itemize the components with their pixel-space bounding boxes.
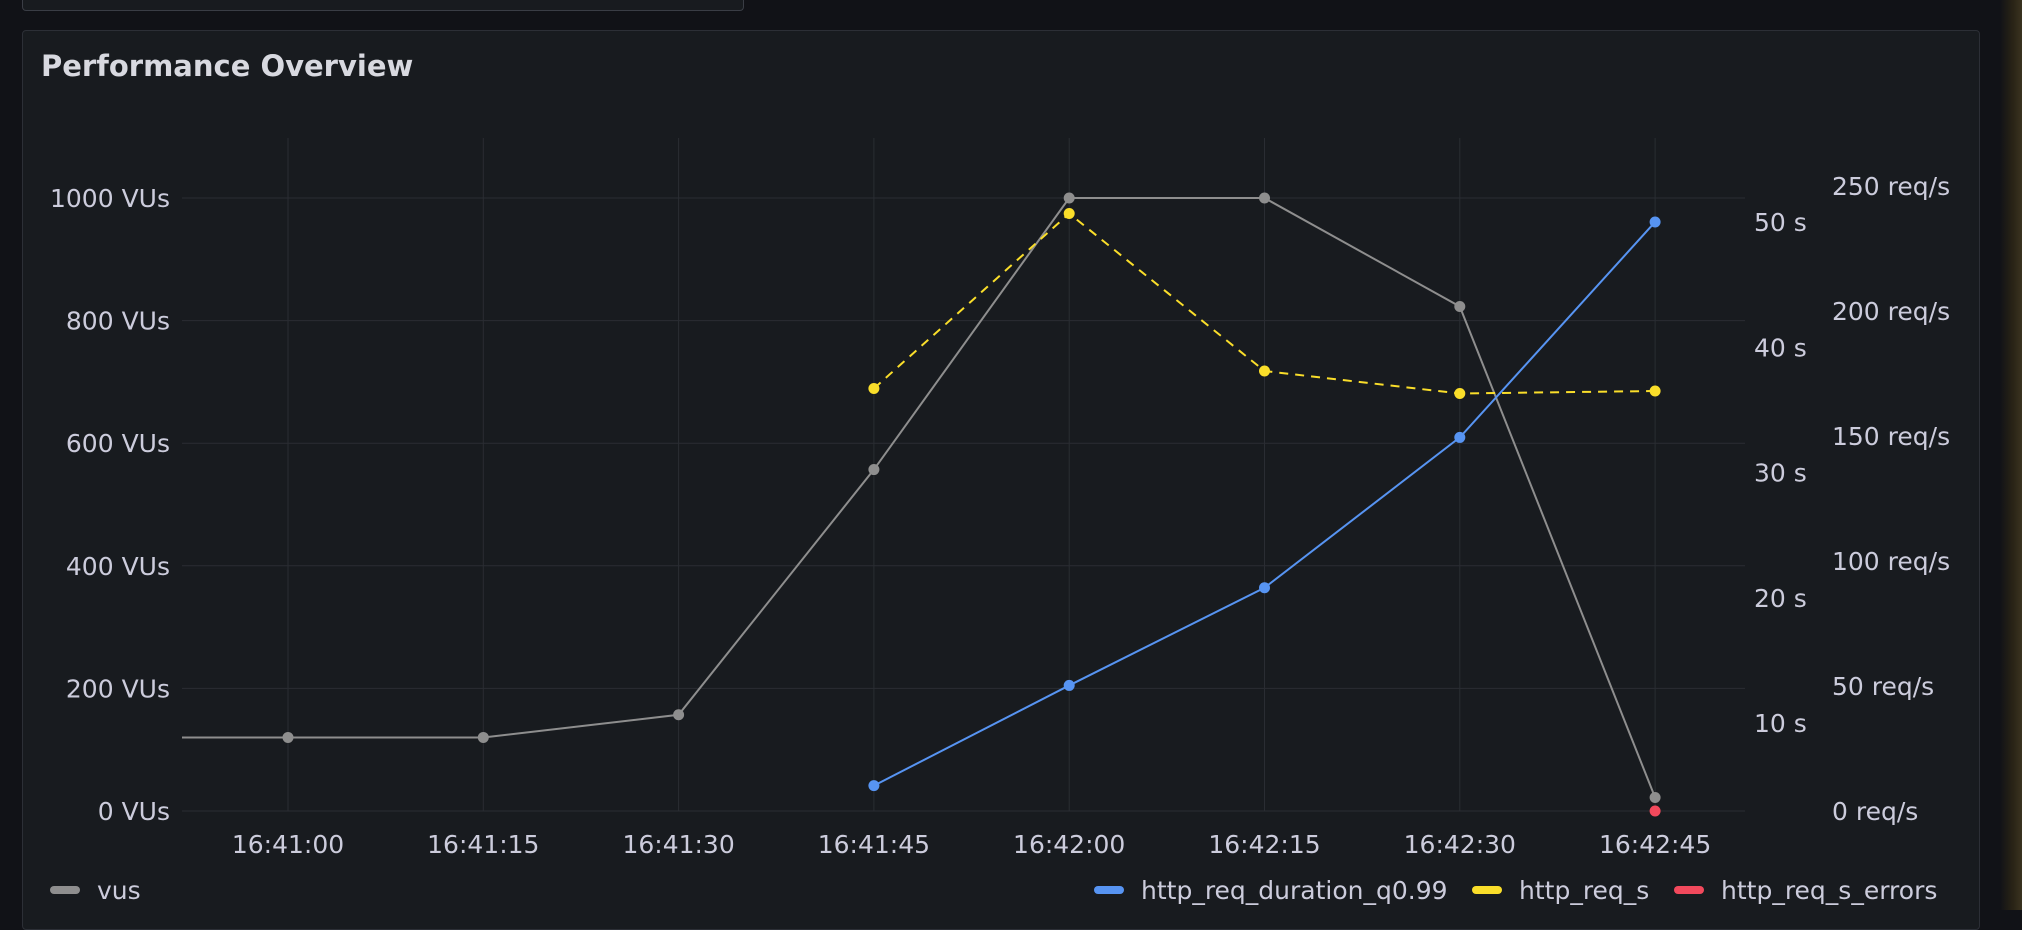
data-point-http-req-s [868, 383, 880, 394]
data-point-http-req-s [1649, 385, 1661, 397]
x-axis-tick-label: 16:41:30 [622, 830, 734, 859]
series-line-vus [182, 197, 1657, 798]
right-axis-reqs-tick-label: 0 req/s [1832, 797, 1918, 826]
data-point-vus [1649, 792, 1661, 804]
left-axis-tick-label: 400 VUs [66, 552, 170, 581]
data-point-vus [1063, 192, 1075, 204]
panel-title[interactable]: Performance Overview [41, 49, 414, 83]
data-point-http-req-s [1259, 365, 1270, 377]
data-point-vus [477, 731, 489, 743]
data-point-vus [673, 709, 685, 721]
legend-swatch [1094, 886, 1124, 894]
data-point-http-req-duration-q0-99 [1649, 216, 1661, 228]
legend-label: http_req_s [1519, 876, 1649, 905]
x-axis-tick-label: 16:41:00 [232, 830, 344, 859]
top-panel-stub [22, 0, 744, 11]
right-axis-reqs-tick-label: 150 req/s [1832, 422, 1950, 451]
performance-chart[interactable]: 0 VUs 200 VUs 400 VUs 600 VUs 800 VUs 1000 VU… [0, 0, 2000, 910]
legend-swatch [50, 886, 80, 894]
right-axis-seconds-tick-label: 30 s [1754, 459, 1807, 488]
data-point-http-req-duration-q0-99 [1454, 431, 1466, 443]
left-axis-tick-label: 200 VUs [66, 674, 170, 703]
right-axis-seconds-tick-label: 20 s [1754, 584, 1807, 613]
right-axis-seconds-tick-label: 10 s [1754, 709, 1807, 738]
legend-label: http_req_duration_q0.99 [1141, 876, 1448, 905]
legend-swatch [1674, 886, 1704, 894]
data-point-vus [282, 731, 294, 743]
data-point-vus [1454, 301, 1466, 313]
data-point-http-req-s [1454, 388, 1466, 399]
data-point-http-req-duration-q0-99 [868, 780, 880, 792]
data-point-http-req-s-errors [1649, 805, 1661, 817]
right-edge-strip [2000, 0, 2022, 910]
data-point-http-req-duration-q0-99 [1259, 582, 1270, 594]
left-axis-tick-label: 600 VUs [66, 429, 170, 458]
x-axis-tick-label: 16:41:15 [427, 830, 539, 859]
left-axis-tick-label: 0 VUs [98, 797, 170, 826]
right-axis-seconds-tick-label: 50 s [1754, 208, 1807, 237]
right-axis-reqs-tick-label: 200 req/s [1832, 297, 1950, 326]
left-axis-tick-label: 800 VUs [66, 307, 170, 336]
right-axis-reqs-tick-label: 100 req/s [1832, 547, 1950, 576]
x-axis-tick-label: 16:41:45 [818, 830, 930, 859]
legend-label: vus [97, 876, 141, 905]
x-axis-tick-label: 16:42:00 [1013, 830, 1125, 859]
x-axis-tick-label: 16:42:45 [1599, 830, 1711, 859]
x-axis-tick-label: 16:42:15 [1208, 830, 1320, 859]
legend-label: http_req_s_errors [1721, 876, 1937, 905]
legend-swatch [1472, 886, 1502, 894]
left-axis-tick-label: 1000 VUs [50, 184, 170, 213]
x-axis-tick-label: 16:42:30 [1404, 830, 1516, 859]
data-point-http-req-s [1063, 208, 1075, 219]
data-point-vus [1259, 192, 1270, 204]
right-axis-reqs-tick-label: 50 req/s [1832, 672, 1934, 701]
right-axis-seconds-tick-label: 40 s [1754, 333, 1807, 362]
data-point-http-req-duration-q0-99 [1063, 679, 1075, 691]
data-point-vus [868, 464, 880, 476]
right-axis-reqs-tick-label: 250 req/s [1832, 172, 1950, 201]
